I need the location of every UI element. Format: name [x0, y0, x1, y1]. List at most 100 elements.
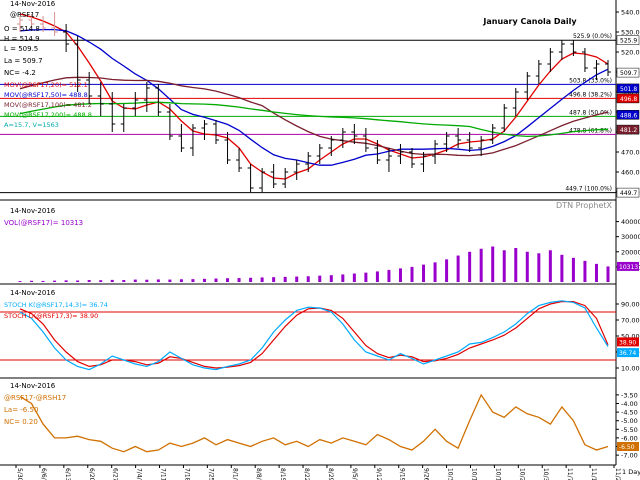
- chart-title: January Canola Daily: [482, 17, 577, 26]
- price-bar: [189, 124, 196, 156]
- price-bar: [28, 14, 35, 28]
- price-bar: [397, 144, 404, 164]
- price-bar: [593, 60, 600, 80]
- volume-bar: [318, 275, 322, 282]
- spread-tick-label: -4.50: [621, 409, 638, 417]
- volume-bar: [226, 278, 230, 282]
- spread-tick-label: -5.00: [621, 417, 638, 425]
- stochastic-badges: 36.74 38.90: [617, 337, 639, 358]
- date-tick-label: 9/26/16: [423, 468, 430, 480]
- spread-tick-label: -6.00: [621, 434, 638, 442]
- volume-tick-label: 40000: [621, 218, 640, 226]
- price-badge: [616, 67, 640, 78]
- retracement-label: 525.9 (0.0%): [573, 33, 612, 40]
- price-candles: [17, 12, 611, 192]
- price-bar: [374, 140, 381, 164]
- price-bar: [409, 148, 415, 168]
- price-badge: [616, 110, 640, 120]
- price-bar: [155, 84, 162, 116]
- price-bar: [236, 148, 243, 172]
- price-bar: [109, 92, 116, 132]
- x-axis-interval-label: 1 Day: [622, 468, 640, 476]
- stochastic-badge: [617, 337, 639, 347]
- price-tick-label: 540.0: [621, 9, 640, 17]
- spread-badge: -6.50: [617, 442, 639, 452]
- date-tick-label: 11/21/16: [614, 468, 621, 480]
- date-tick-label: 10/3/16: [447, 468, 454, 480]
- volume-bar: [145, 279, 149, 282]
- stochastic-tick-label: 50.00: [621, 333, 640, 341]
- moving-average-line: [19, 101, 609, 138]
- price-bar: [143, 82, 150, 112]
- volume-bar: [583, 260, 587, 282]
- price-bar: [535, 60, 542, 84]
- spread-header-net-change: NC= 0.20: [4, 418, 38, 426]
- price-bar: [63, 24, 70, 52]
- price-bar: [328, 136, 335, 156]
- volume-bar: [387, 269, 391, 282]
- volume-bar: [260, 277, 264, 282]
- price-badge: [616, 83, 640, 94]
- price-legend-item: MOV(@RSF17,100)= 481.2: [4, 101, 92, 109]
- volume-bar: [537, 253, 541, 282]
- volume-bar: [30, 280, 34, 282]
- volume-bar: [422, 264, 426, 282]
- date-tick-label: 7/4/16: [136, 468, 143, 480]
- price-badge: [616, 187, 640, 198]
- date-tick-label: 6/6/16: [40, 468, 47, 480]
- volume-bar: [398, 268, 402, 282]
- date-tick-label: 10/17/16: [494, 468, 501, 480]
- price-header-low: L = 509.5: [4, 45, 38, 53]
- price-bar: [339, 128, 346, 148]
- volume-panel[interactable]: 40000300002000010000 14-Nov-2016 VOL(@RS…: [0, 207, 640, 285]
- spread-series-line: [19, 393, 609, 453]
- volume-bar: [249, 277, 253, 282]
- price-bar: [605, 60, 611, 76]
- price-badge: [616, 35, 640, 45]
- date-tick-label: 10/31/16: [542, 468, 549, 480]
- date-tick-label: 9/5/16: [351, 468, 358, 480]
- price-bar: [86, 72, 93, 104]
- price-bar: [524, 72, 531, 100]
- volume-bar: [502, 250, 506, 282]
- price-bar: [512, 88, 519, 116]
- price-panel[interactable]: 540.0530.0520.0510.0500.0490.0480.0470.0…: [0, 0, 640, 465]
- volume-header-date: 14-Nov-2016: [10, 207, 56, 215]
- volume-bar: [133, 279, 137, 282]
- volume-bar: [329, 275, 333, 282]
- date-tick-label: 7/25/16: [207, 468, 214, 480]
- volume-bar: [99, 280, 103, 282]
- date-tick-label: 7/18/16: [183, 468, 190, 480]
- price-bar: [362, 128, 369, 152]
- price-header-date: 14-Nov-2016: [10, 0, 56, 8]
- price-badge-label: 449.7: [620, 190, 637, 197]
- date-tick-label: 8/29/16: [327, 468, 334, 480]
- price-bar: [282, 168, 289, 188]
- price-bar: [178, 124, 185, 152]
- price-bar: [40, 16, 47, 32]
- volume-legend: VOL(@RSF17)= 10313: [4, 219, 83, 227]
- volume-bar: [375, 271, 379, 282]
- retracement-label: 496.8 (38.2%): [569, 91, 612, 98]
- volume-bar: [237, 278, 241, 282]
- stochastic-legend-item: STOCH K(@RSF17,14,3)= 36.74: [4, 301, 108, 309]
- stochastic-tick-label: 10.00: [621, 365, 640, 373]
- price-bar: [305, 152, 312, 172]
- volume-bar: [214, 278, 218, 282]
- volume-bar: [306, 276, 310, 282]
- retracement-label: 503.8 (33.0%): [569, 77, 612, 84]
- stochastic-tick-label: 70.00: [621, 317, 640, 325]
- volume-bar: [53, 280, 57, 282]
- price-bar: [166, 104, 173, 140]
- spread-panel[interactable]: -3.50-4.00-4.50-5.00-5.50-6.00 -6.50-7.00…: [0, 382, 639, 466]
- price-bar: [17, 16, 23, 32]
- price-legend-item: MOV(@RSF17,20)= 512.1: [4, 81, 88, 89]
- retracement-label: 478.8 (61.8%): [569, 127, 612, 134]
- spread-badge-box: [617, 442, 639, 452]
- price-legend-item: MOV(@RSF17,50)= 488.8: [4, 91, 88, 99]
- date-tick-label: 6/20/16: [88, 468, 95, 480]
- spread-header-symbol: @RSF17-@RSH17: [4, 394, 66, 402]
- volume-bar: [18, 281, 22, 282]
